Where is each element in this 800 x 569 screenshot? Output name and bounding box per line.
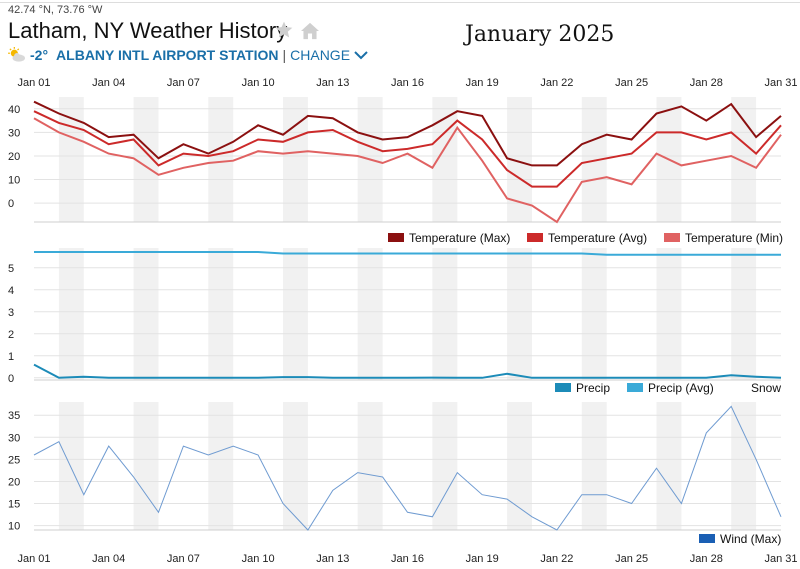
weekend-band — [208, 97, 234, 222]
y-tick-label: 20 — [8, 476, 20, 488]
x-tick-label: Jan 31 — [764, 553, 797, 565]
x-tick-label: Jan 16 — [391, 77, 424, 89]
station-row: -2° ALBANY INTL AIRPORT STATION | CHANGE — [8, 47, 368, 63]
y-tick-label: 10 — [8, 175, 20, 187]
coordinates: 42.74 °N, 73.76 °W — [8, 4, 103, 16]
y-tick-label: 30 — [8, 127, 20, 139]
precip-line — [33, 363, 782, 379]
weekend-band — [208, 248, 234, 380]
weekend-band — [357, 248, 383, 380]
y-tick-label: 4 — [8, 285, 14, 297]
weekend-band — [58, 248, 84, 380]
temperature-min-line — [33, 117, 782, 224]
separator: | — [282, 47, 287, 63]
legend-snow-label: Snow — [751, 381, 781, 395]
y-tick-label: 20 — [8, 151, 20, 163]
weekend-band — [656, 248, 682, 380]
temperature-avg-line — [33, 110, 782, 188]
weekend-band — [208, 402, 234, 530]
x-tick-label: Jan 31 — [764, 77, 797, 89]
legend-wind-max-swatch — [699, 534, 715, 543]
legend-precip-avg-label: Precip (Avg) — [648, 381, 714, 395]
y-tick-label: 0 — [8, 373, 14, 385]
weekend-band — [731, 97, 757, 222]
change-label: CHANGE — [290, 47, 351, 63]
weather-charts: 0 10 20 30 40 0 1 2 3 4 5 10 15 20 25 30 35 Jan 01 Jan 04 J… — [8, 77, 798, 565]
x-tick-label: Jan 04 — [92, 77, 125, 89]
x-tick-label: Jan 28 — [690, 77, 723, 89]
x-tick-label: Jan 01 — [17, 553, 50, 565]
partly-cloudy-icon — [8, 47, 25, 62]
x-tick-label: Jan 22 — [540, 77, 573, 89]
precip-avg-line — [34, 251, 781, 256]
legend-temp-max-swatch — [388, 233, 404, 242]
weekend-band — [283, 402, 308, 530]
legend-precip-swatch — [555, 383, 571, 392]
x-tick-label: Jan 04 — [92, 553, 125, 565]
weekend-band — [357, 402, 383, 530]
temperature-max-line — [33, 100, 782, 167]
x-tick-label: Jan 07 — [167, 553, 200, 565]
x-tick-label: Jan 10 — [242, 553, 275, 565]
x-tick-label: Jan 28 — [690, 553, 723, 565]
y-tick-label: 2 — [8, 329, 14, 341]
y-tick-label: 5 — [8, 263, 14, 275]
weekend-band — [133, 248, 159, 380]
legend-precip-avg-swatch — [627, 383, 643, 392]
legend-temp-min-label: Temperature (Min) — [685, 231, 783, 245]
page-title: Latham, NY Weather History — [8, 18, 288, 43]
legend-precip-label: Precip — [576, 381, 610, 395]
x-tick-label: Jan 19 — [466, 553, 499, 565]
weekend-band — [731, 248, 757, 380]
x-tick-label: Jan 13 — [316, 553, 349, 565]
x-tick-label: Jan 16 — [391, 553, 424, 565]
change-station-button[interactable]: CHANGE — [290, 47, 368, 63]
weekend-band — [507, 402, 532, 530]
x-tick-label: Jan 10 — [242, 77, 275, 89]
y-tick-label: 3 — [8, 307, 14, 319]
x-tick-label: Jan 19 — [466, 77, 499, 89]
weekend-band — [507, 248, 532, 380]
weekend-band — [731, 402, 757, 530]
x-tick-label: Jan 01 — [17, 77, 50, 89]
legend-temp-avg-swatch — [527, 233, 543, 242]
legend-wind-max-label: Wind (Max) — [720, 532, 781, 546]
y-tick-label: 25 — [8, 454, 20, 466]
star-icon[interactable] — [274, 20, 294, 40]
weekend-band — [58, 402, 84, 530]
x-tick-label: Jan 25 — [615, 553, 648, 565]
x-tick-label: Jan 25 — [615, 77, 648, 89]
wind-max-line — [33, 405, 782, 531]
y-tick-label: 35 — [8, 410, 20, 422]
weekend-band — [133, 402, 159, 530]
legend-temp-avg-label: Temperature (Avg) — [548, 231, 647, 245]
weekend-band — [133, 97, 159, 222]
station-link[interactable]: ALBANY INTL AIRPORT STATION — [56, 47, 279, 63]
weekend-band — [581, 248, 607, 380]
y-tick-label: 40 — [8, 104, 20, 116]
y-tick-label: 0 — [8, 198, 14, 210]
legend-temp-min-swatch — [664, 233, 680, 242]
legend-temp-max-label: Temperature (Max) — [409, 231, 510, 245]
y-tick-label: 1 — [8, 351, 14, 363]
month-title: January 2025 — [465, 22, 615, 47]
weekend-band — [581, 402, 607, 530]
x-tick-label: Jan 22 — [540, 553, 573, 565]
chevron-down-icon — [354, 51, 368, 60]
weekend-band — [283, 248, 308, 380]
top-divider — [0, 2, 800, 3]
x-tick-label: Jan 07 — [167, 77, 200, 89]
home-icon[interactable] — [300, 22, 320, 40]
y-tick-label: 10 — [8, 521, 20, 533]
y-tick-label: 30 — [8, 432, 20, 444]
x-tick-label: Jan 13 — [316, 77, 349, 89]
weekend-band — [656, 402, 682, 530]
current-temp: -2° — [30, 47, 49, 63]
weekend-band — [432, 248, 458, 380]
y-tick-label: 15 — [8, 499, 20, 511]
